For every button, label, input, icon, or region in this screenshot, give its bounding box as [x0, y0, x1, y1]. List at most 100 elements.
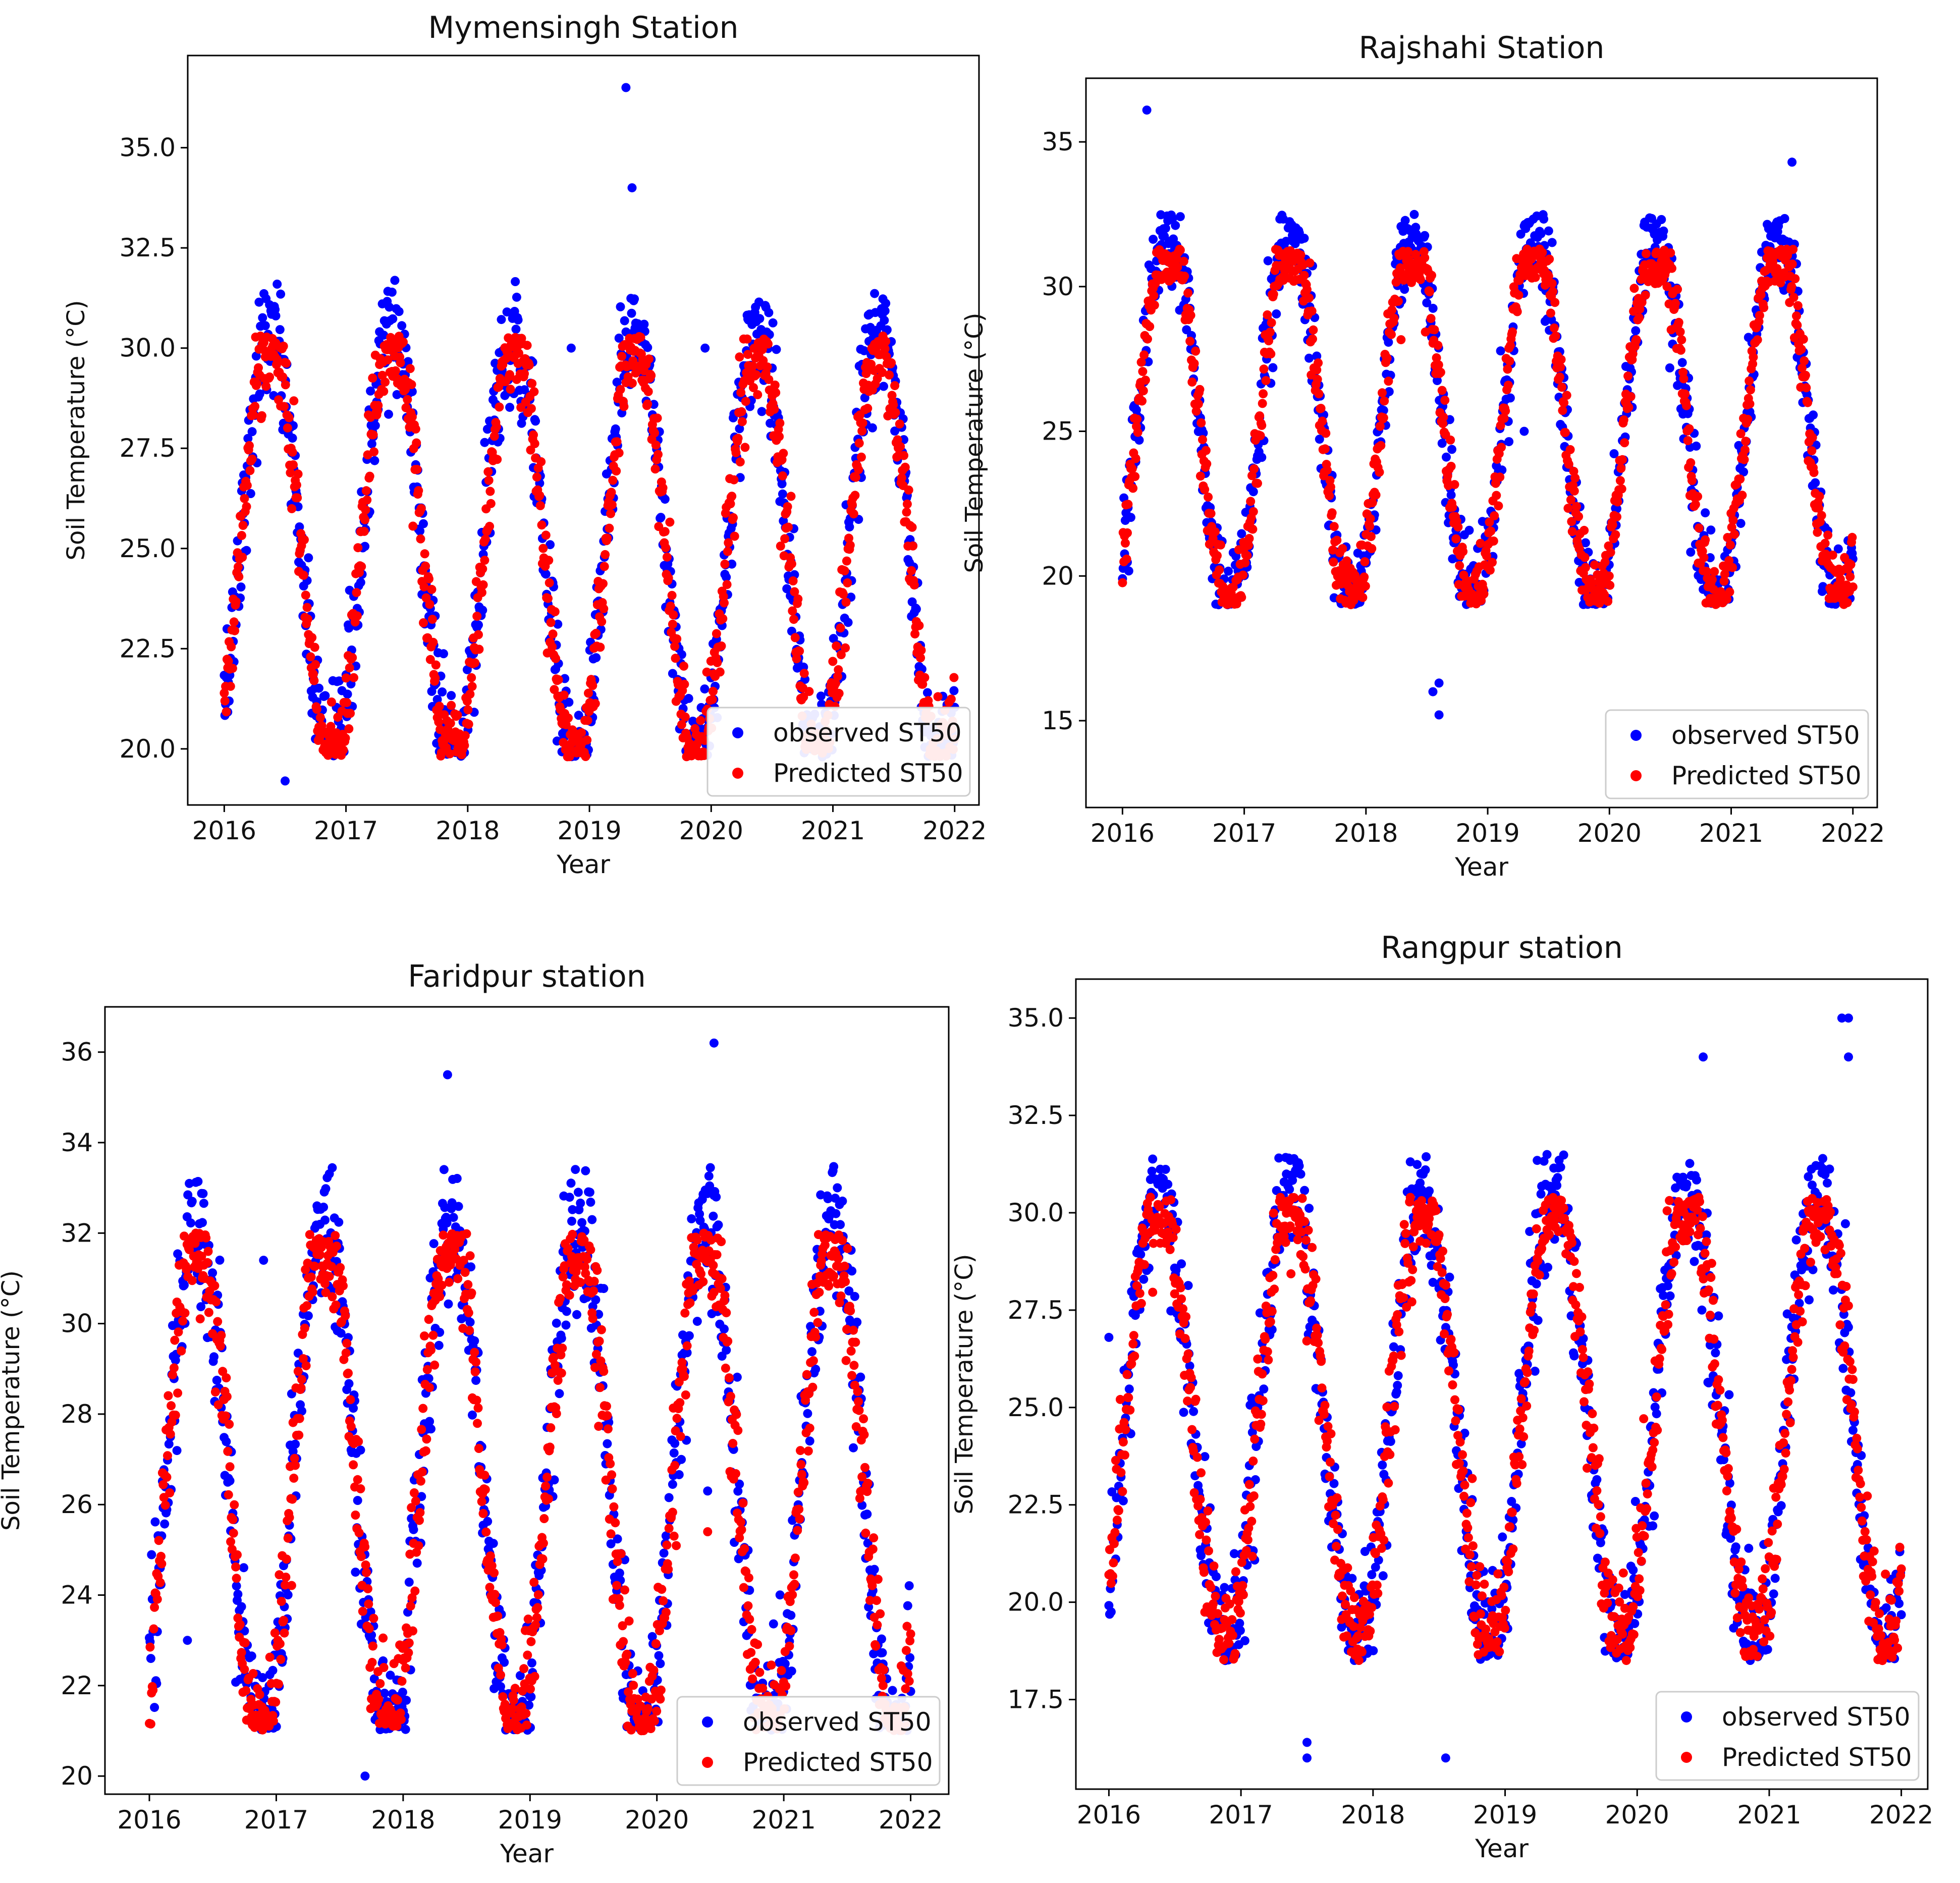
predicted-point — [1486, 526, 1496, 536]
observed-point — [1428, 303, 1438, 313]
predicted-point — [854, 439, 864, 448]
predicted-point — [843, 578, 852, 587]
predicted-point — [1118, 578, 1127, 587]
predicted-point — [1150, 300, 1159, 310]
observed-point — [320, 691, 330, 701]
predicted-point — [834, 688, 844, 698]
predicted-point — [788, 576, 798, 585]
observed-point — [1142, 105, 1152, 115]
x-tick-label: 2016 — [1091, 819, 1155, 848]
predicted-point — [850, 491, 860, 500]
observed-point — [1224, 566, 1233, 576]
predicted-point — [612, 437, 622, 447]
predicted-point — [1642, 249, 1651, 258]
observed-point — [567, 1216, 576, 1226]
predicted-point — [1455, 561, 1464, 570]
predicted-point — [1258, 399, 1267, 408]
predicted-point — [1185, 337, 1195, 346]
predicted-point — [1679, 374, 1689, 384]
predicted-point — [1131, 454, 1140, 463]
predicted-point — [671, 654, 680, 663]
observed-point — [222, 1437, 231, 1446]
predicted-point — [591, 628, 601, 638]
predicted-point — [1186, 310, 1195, 320]
predicted-point — [881, 337, 891, 346]
predicted-point — [1683, 436, 1693, 445]
predicted-point — [1327, 508, 1337, 518]
predicted-point — [527, 379, 537, 388]
observed-point — [1299, 234, 1309, 243]
predicted-point — [603, 533, 612, 543]
observed-point — [1519, 426, 1529, 436]
predicted-point — [736, 388, 746, 397]
predicted-point — [1736, 429, 1746, 439]
predicted-point — [407, 380, 416, 389]
observed-point — [1175, 212, 1185, 222]
predicted-point — [1817, 511, 1826, 520]
predicted-point — [627, 379, 637, 388]
predicted-point — [309, 669, 318, 679]
predicted-point — [1572, 502, 1581, 511]
predicted-point — [559, 690, 569, 700]
predicted-point — [362, 495, 372, 505]
observed-point — [147, 1550, 156, 1559]
predicted-point — [1616, 464, 1626, 473]
predicted-point — [309, 676, 319, 685]
observed-point — [1446, 490, 1456, 500]
predicted-point — [735, 352, 744, 362]
predicted-point — [644, 354, 654, 364]
observed-point — [1434, 678, 1444, 688]
predicted-point — [522, 341, 532, 350]
predicted-point — [1309, 325, 1318, 335]
predicted-point — [431, 660, 441, 670]
observed-point — [404, 1577, 414, 1587]
predicted-point — [1264, 336, 1274, 346]
predicted-point — [889, 400, 898, 410]
predicted-point — [352, 611, 362, 621]
predicted-point — [483, 467, 493, 476]
predicted-point — [427, 584, 437, 594]
predicted-point — [584, 688, 593, 698]
observed-point — [611, 424, 620, 434]
predicted-point — [1122, 554, 1131, 564]
predicted-point — [380, 378, 390, 387]
observed-point — [531, 416, 540, 426]
y-tick-label: 35 — [1042, 127, 1074, 156]
observed-point — [246, 489, 255, 498]
predicted-point — [460, 731, 470, 740]
predicted-point — [1557, 383, 1566, 392]
predicted-point — [474, 644, 484, 654]
predicted-point — [1538, 248, 1547, 257]
predicted-point — [1567, 527, 1577, 536]
predicted-point — [1801, 370, 1810, 380]
predicted-point — [1740, 445, 1750, 455]
y-tick-label: 20 — [1042, 561, 1074, 590]
predicted-point — [1823, 530, 1833, 540]
predicted-point — [795, 647, 804, 656]
observed-point — [586, 1198, 595, 1207]
chart-title: Mymensingh Station — [428, 10, 738, 45]
predicted-point — [1556, 355, 1566, 364]
predicted-point — [242, 480, 252, 490]
predicted-point — [713, 658, 722, 667]
x-tick-label: 2022 — [922, 816, 987, 845]
predicted-point — [1489, 536, 1498, 546]
predicted-point — [544, 556, 554, 565]
predicted-point — [1132, 414, 1142, 424]
observed-point — [271, 311, 281, 320]
predicted-point — [581, 752, 590, 761]
observed-point — [541, 569, 551, 579]
predicted-point — [1687, 476, 1697, 486]
observed-point — [880, 306, 890, 315]
predicted-point — [261, 382, 271, 391]
predicted-point — [1558, 406, 1567, 415]
predicted-point — [1387, 305, 1397, 315]
predicted-point — [1745, 376, 1754, 386]
predicted-point — [1193, 399, 1203, 409]
predicted-point — [1448, 502, 1457, 512]
predicted-point — [790, 633, 800, 642]
predicted-point — [1666, 248, 1675, 257]
predicted-point — [1387, 330, 1396, 339]
predicted-point — [428, 637, 438, 647]
observed-point — [777, 479, 787, 489]
